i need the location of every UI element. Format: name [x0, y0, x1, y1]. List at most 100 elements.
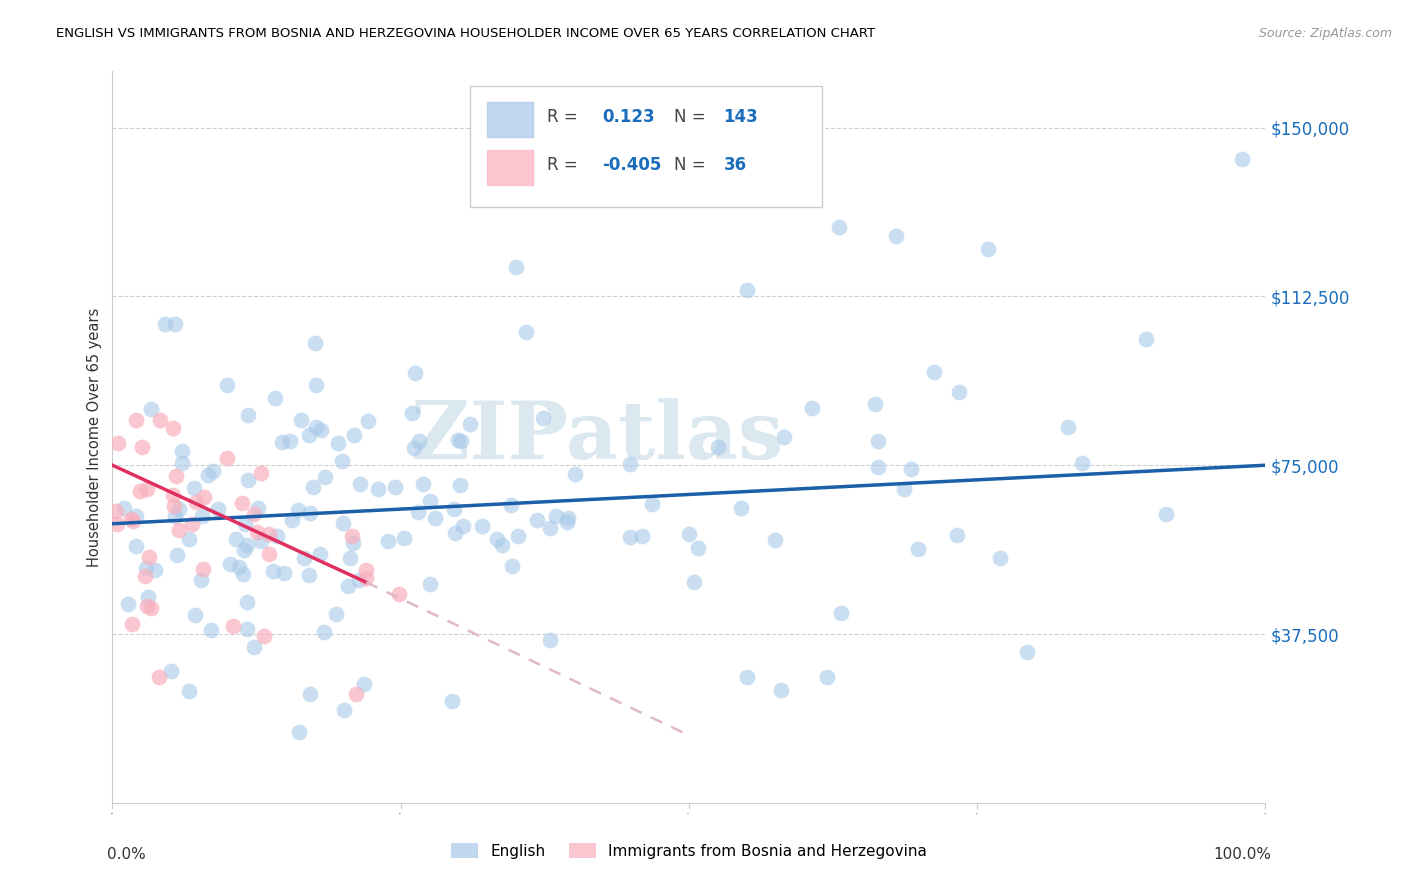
Point	[309, 423, 332, 437]
Point	[105, 516, 128, 531]
Point	[384, 480, 406, 494]
Point	[332, 516, 354, 530]
Point	[298, 506, 321, 520]
Point	[640, 497, 662, 511]
Point	[138, 550, 160, 565]
Text: 0.123: 0.123	[603, 109, 655, 127]
Point	[104, 504, 127, 518]
Point	[305, 378, 328, 392]
Point	[177, 684, 200, 698]
Point	[136, 599, 159, 613]
Point	[125, 540, 148, 554]
Point	[683, 574, 706, 589]
Point	[170, 456, 193, 470]
Point	[501, 559, 523, 574]
Point	[131, 440, 153, 454]
Point	[404, 442, 426, 456]
Point	[1135, 332, 1157, 346]
Point	[446, 433, 468, 447]
Point	[183, 607, 205, 622]
Point	[450, 434, 472, 448]
Point	[190, 508, 212, 523]
Point	[107, 435, 129, 450]
Point	[219, 557, 242, 571]
Point	[419, 577, 441, 591]
Point	[458, 417, 481, 432]
Point	[125, 508, 148, 523]
Point	[193, 490, 215, 504]
Point	[631, 528, 654, 542]
Point	[948, 385, 970, 400]
Point	[423, 511, 446, 525]
Point	[200, 624, 222, 638]
Point	[231, 496, 253, 510]
Point	[356, 414, 378, 428]
Text: 143: 143	[724, 109, 758, 127]
Point	[443, 501, 465, 516]
Point	[190, 574, 212, 588]
Point	[886, 228, 908, 243]
Point	[533, 410, 555, 425]
Point	[354, 571, 377, 585]
Point	[924, 365, 946, 379]
Point	[163, 499, 186, 513]
Text: R =: R =	[547, 156, 583, 174]
Point	[298, 687, 321, 701]
Point	[228, 560, 250, 574]
Point	[290, 413, 312, 427]
Point	[988, 550, 1011, 565]
Point	[233, 542, 256, 557]
Point	[773, 430, 796, 444]
Point	[309, 548, 332, 562]
Point	[815, 670, 838, 684]
Point	[907, 542, 929, 557]
Y-axis label: Householder Income Over 65 years: Householder Income Over 65 years	[87, 308, 103, 566]
Point	[148, 670, 170, 684]
Point	[294, 551, 316, 566]
Text: 100.0%: 100.0%	[1213, 847, 1271, 862]
Point	[449, 478, 471, 492]
Text: 36: 36	[724, 156, 747, 174]
Point	[298, 428, 321, 442]
Bar	[488, 102, 533, 137]
Point	[367, 482, 389, 496]
Point	[1232, 152, 1254, 166]
Point	[707, 440, 730, 454]
Point	[120, 512, 142, 526]
Text: ZIPatlas: ZIPatlas	[411, 398, 783, 476]
Point	[236, 473, 259, 487]
Text: R =: R =	[547, 109, 583, 127]
Point	[1070, 456, 1092, 470]
Point	[301, 480, 323, 494]
Point	[388, 587, 411, 601]
Point	[112, 501, 135, 516]
Point	[177, 532, 200, 546]
Point	[342, 529, 364, 543]
Point	[136, 483, 159, 497]
Point	[515, 325, 537, 339]
Point	[406, 505, 429, 519]
Point	[207, 502, 229, 516]
Point	[162, 421, 184, 435]
Point	[166, 548, 188, 562]
Point	[165, 317, 187, 331]
Point	[253, 629, 276, 643]
Point	[412, 477, 434, 491]
Point	[225, 532, 247, 546]
Point	[678, 527, 700, 541]
Point	[304, 336, 326, 351]
Point	[342, 535, 364, 549]
Point	[202, 464, 225, 478]
Point	[499, 498, 522, 512]
Point	[215, 451, 238, 466]
Point	[242, 640, 264, 654]
Point	[339, 550, 361, 565]
Point	[419, 493, 441, 508]
Point	[266, 529, 288, 543]
Point	[287, 503, 309, 517]
Point	[236, 622, 259, 636]
Point	[538, 633, 561, 648]
Point	[121, 514, 143, 528]
Point	[236, 408, 259, 422]
Text: -0.405: -0.405	[603, 156, 662, 174]
